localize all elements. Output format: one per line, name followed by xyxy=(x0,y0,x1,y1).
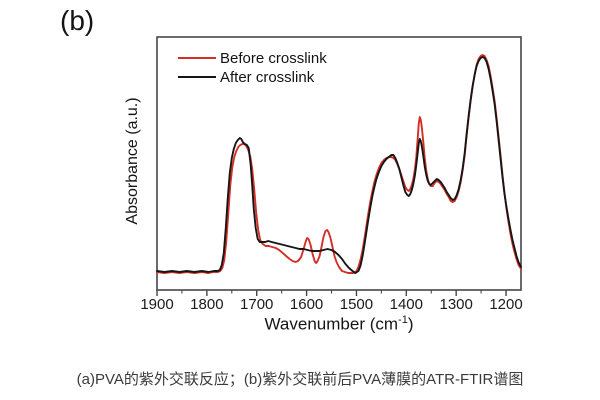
spectrum-after-crosslink xyxy=(156,56,522,274)
caption: (a)PVA的紫外交联反应；(b)紫外交联前后PVA薄膜的ATR-FTIR谱图 xyxy=(76,371,524,388)
spectrum-before-crosslink xyxy=(156,54,522,274)
y-axis-label: Absorbance (a.u.) xyxy=(124,97,141,225)
x-axis-label-sup: -1 xyxy=(398,314,408,326)
x-tick-label: 1500 xyxy=(340,296,373,313)
x-tick-label: 1200 xyxy=(489,296,522,313)
plot-frame xyxy=(156,36,522,291)
x-axis-label: Wavenumber (cm-1) xyxy=(265,314,414,335)
x-tick-label: 1400 xyxy=(390,296,423,313)
x-tick-label: 1300 xyxy=(439,296,472,313)
x-tick-label: 1900 xyxy=(140,296,173,313)
x-tick-label: 1600 xyxy=(290,296,323,313)
panel-label: (b) xyxy=(60,5,95,36)
legend-label-before: Before crosslink xyxy=(220,50,327,67)
x-tick-label: 1800 xyxy=(190,296,223,313)
x-tick-label: 1700 xyxy=(240,296,273,313)
x-axis-label-close: ) xyxy=(407,314,414,334)
legend-swatch-after xyxy=(178,76,216,79)
legend-label-after: After crosslink xyxy=(220,69,315,86)
legend-swatch-before xyxy=(178,57,216,60)
x-axis-label-main: Wavenumber (cm xyxy=(264,314,399,334)
